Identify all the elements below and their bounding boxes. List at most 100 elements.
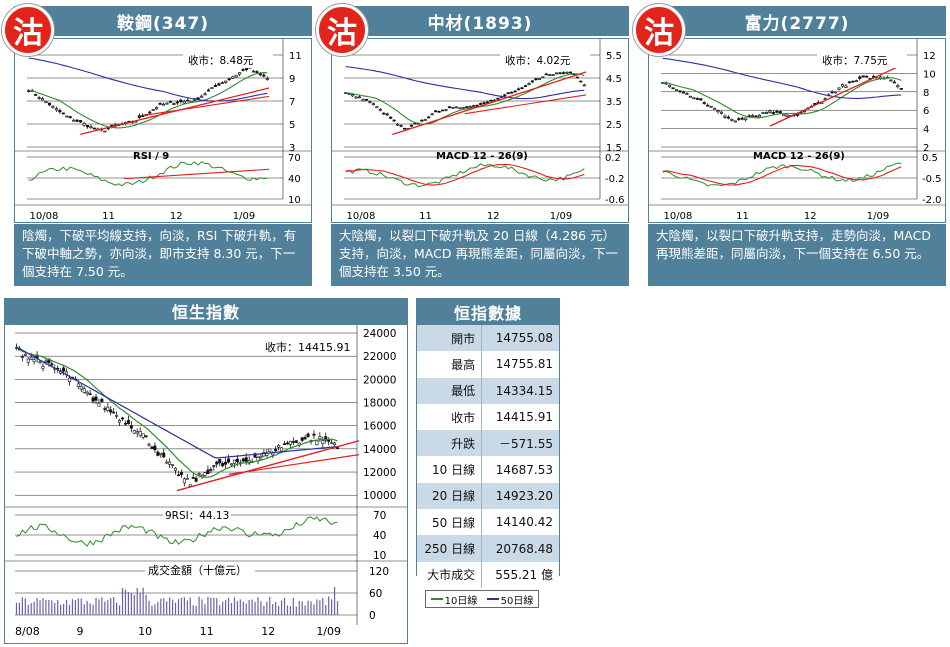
x-tick-label: 11 [736,211,749,222]
candle-body [896,85,900,88]
candle-body [361,99,365,102]
sub-tick-label: -0.2 [605,174,625,185]
candle-body [268,448,272,453]
candle-body [527,83,531,85]
candle-body [582,84,586,87]
candle-body [764,112,769,114]
close-price-label: 收市：7.75元 [822,54,888,67]
signal-line [662,164,902,186]
candle-body [220,82,224,85]
candle-body [834,91,838,94]
row-value: 555.21 億 [495,568,553,583]
candle-body [892,81,896,84]
candle-body [427,116,431,119]
candle-body [112,411,116,414]
candle-body [688,95,692,98]
candle-body [194,477,198,482]
candle-body [32,359,36,362]
candle-body [159,452,163,455]
candle-body [327,439,331,442]
close-price-label: 收市：8.48元 [188,54,254,67]
hsi-table-title: 恒指數據 [417,299,559,325]
x-tick-label: 10/08 [664,211,693,222]
candle-body [188,484,192,487]
candle-body [782,113,786,117]
candle-body [50,363,54,366]
candle-body [20,356,24,358]
ma-50-line [662,57,902,99]
candle-body [92,127,96,130]
ma-50-line [345,66,585,100]
candle-body [306,433,310,437]
candle-body [423,119,427,121]
candle-body [300,437,304,441]
y-tick-label: 10000 [363,490,396,502]
candle-body [251,70,256,73]
rsi-tick-label: 10 [373,550,386,562]
candle-body [89,126,93,129]
candle-body [235,458,239,463]
x-tick-label: 10 [138,625,152,638]
candle-body [75,119,79,122]
candle-body [454,106,458,109]
candle-body [76,383,80,388]
candle-body [558,72,562,75]
candle-body [823,98,827,101]
candle-body [737,118,741,120]
candle-body [106,406,110,411]
candle-body [357,96,362,99]
rsi-trendline [123,168,270,180]
candle-body [368,101,372,103]
candle-body [861,75,865,78]
candle-body [315,440,319,445]
x-tick-label: 10/08 [30,211,59,222]
candle-body [726,116,730,119]
candle-body [303,437,307,440]
candle-body [206,89,211,92]
candle-body [437,110,441,113]
x-tick-label: 1/09 [316,625,341,638]
candle-body [65,371,69,375]
candle-body [68,116,72,118]
candle-body [176,474,180,477]
candle-body [579,80,583,83]
stock-panel-title: 中材(1893) [331,6,629,36]
y-tick-label: 20000 [363,374,396,386]
legend-10-day: 10日線 [444,595,478,607]
candle-body [517,88,521,91]
y-tick-label: 2 [923,143,929,154]
candle-body [217,83,221,86]
candle-body [565,72,569,74]
candle-body [451,107,455,109]
candle-body [141,433,145,438]
candle-body [158,103,162,105]
table-row: 開市 14755.08 [417,325,559,352]
candle-body [227,458,231,463]
sub-tick-label: 70 [288,153,301,164]
candle-body [740,117,744,120]
sub-tick-label: -0.6 [605,195,625,206]
candle-body [674,89,679,91]
candle-body [375,106,379,109]
candle-body [51,105,55,108]
row-value: 14415.91 [495,410,553,425]
candle-body [482,102,486,104]
candle-body [420,119,424,122]
sell-badge-icon: 沽 [2,4,54,56]
candle-body [103,408,107,410]
candle-body [568,71,573,74]
candle-body [692,97,696,100]
candle-body [489,99,493,102]
indicator-label: MACD 12 - 26(9) [753,151,845,162]
candle-body [351,94,355,97]
candle-body [234,74,238,78]
sub-tick-label: 10 [288,195,301,206]
candle-body [129,425,133,429]
candle-body [719,111,724,114]
y-tick-label: 3.5 [606,97,622,108]
hsi-data-table: 恒指數據 開市 14755.08 最高 14755.81 最低 14334.15 收市 144… [416,298,560,588]
candle-body [364,98,369,101]
row-value: 14755.81 [495,357,553,372]
close-price-label: 收市：14415.91 [265,340,351,354]
green-line-icon [430,598,443,600]
